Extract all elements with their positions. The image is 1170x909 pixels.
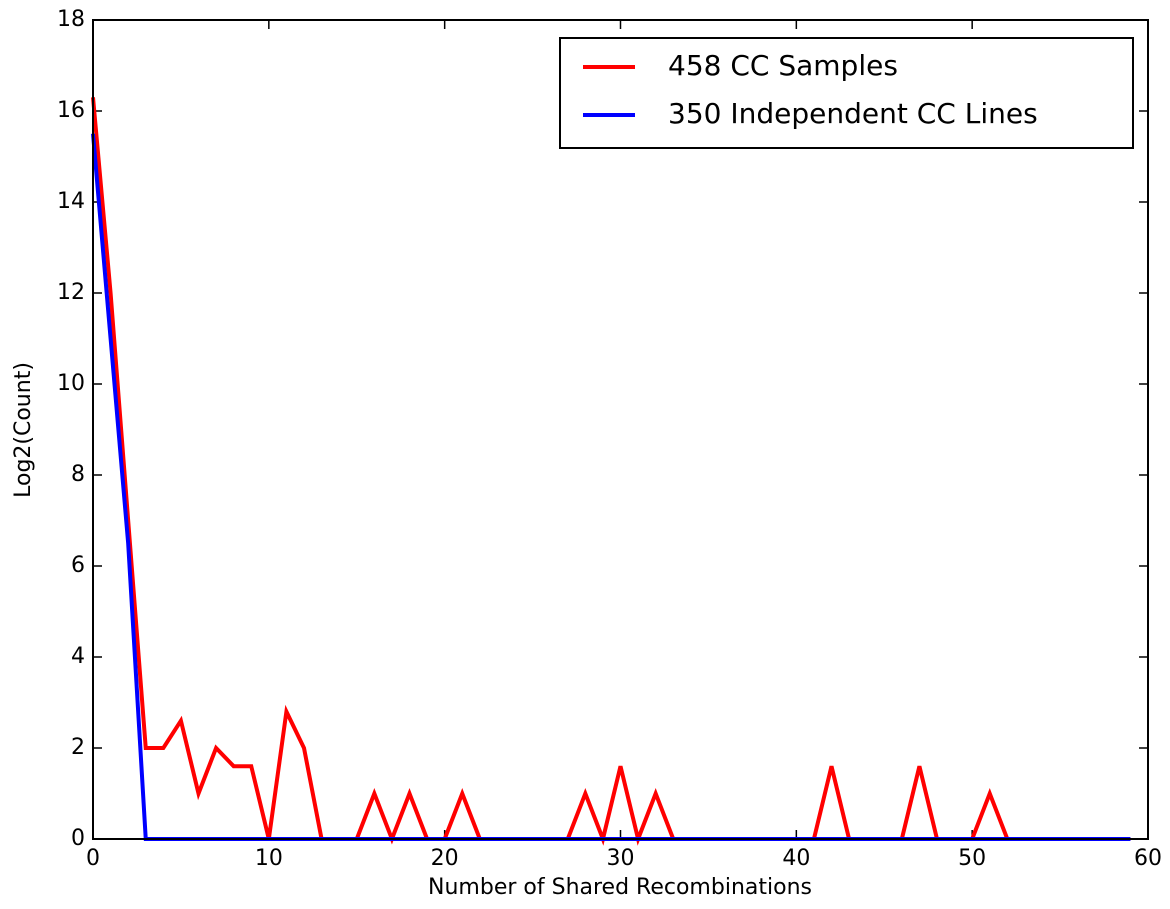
- plot-frame: [92, 19, 1149, 840]
- y-tick-label: 2: [71, 735, 85, 760]
- legend-label: 350 Independent CC Lines: [668, 97, 1038, 130]
- y-tick-label: 8: [71, 462, 85, 487]
- x-tick-label: 50: [958, 846, 986, 871]
- y-tick-label: 4: [71, 644, 85, 669]
- y-tick-label: 16: [57, 98, 85, 123]
- y-tick-label: 12: [57, 280, 85, 305]
- y-tick-label: 14: [57, 189, 85, 214]
- legend-label: 458 CC Samples: [668, 49, 898, 82]
- y-tick-label: 18: [57, 7, 85, 32]
- x-tick-label: 40: [782, 846, 810, 871]
- x-tick-label: 30: [607, 846, 635, 871]
- data-line: [91, 97, 1131, 846]
- data-line: [91, 133, 1131, 841]
- y-tick-label: 10: [57, 371, 85, 396]
- y-tick-label: 0: [71, 826, 85, 851]
- y-tick-label: 6: [71, 553, 85, 578]
- x-tick-label: 10: [255, 846, 283, 871]
- legend-box: [559, 37, 1134, 149]
- y-axis-label: Log2(Count): [11, 362, 36, 498]
- x-tick-label: 60: [1134, 846, 1162, 871]
- x-tick-label: 0: [86, 846, 100, 871]
- x-tick-label: 20: [431, 846, 459, 871]
- x-axis-label: Number of Shared Recombinations: [428, 875, 812, 900]
